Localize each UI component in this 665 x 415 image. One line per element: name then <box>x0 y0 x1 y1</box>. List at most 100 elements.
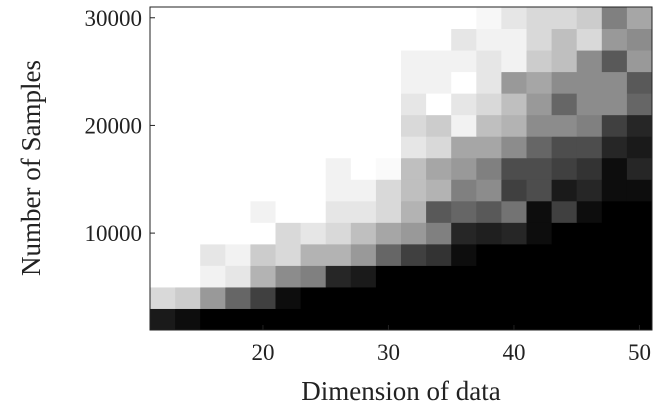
heatmap-cell <box>576 308 603 331</box>
heatmap-cell <box>350 114 377 137</box>
heatmap-cell <box>225 265 251 288</box>
heatmap-cell <box>426 136 452 159</box>
heatmap-cell <box>576 179 603 202</box>
heatmap-cell <box>426 243 452 266</box>
heatmap-cell <box>401 179 427 202</box>
heatmap-cell <box>200 286 226 309</box>
heatmap-cell <box>175 93 201 116</box>
heatmap-cell <box>526 114 553 137</box>
heatmap-cell <box>451 157 477 180</box>
heatmap-cell <box>350 28 377 51</box>
heatmap-cell <box>576 286 603 309</box>
heatmap-cell <box>476 28 502 51</box>
heatmap-cell <box>576 28 603 51</box>
heatmap-cell <box>426 28 452 51</box>
heatmap-cell <box>225 200 251 223</box>
heatmap-cell <box>225 243 251 266</box>
heatmap-cell <box>325 50 352 73</box>
heatmap-cell <box>275 222 302 245</box>
heatmap-cell <box>150 7 176 30</box>
heatmap-cell <box>501 71 527 94</box>
heatmap-cell <box>200 93 226 116</box>
heatmap-cell <box>350 222 377 245</box>
heatmap-cell <box>526 286 553 309</box>
heatmap-cell <box>551 157 578 180</box>
heatmap-cell <box>626 157 653 180</box>
heatmap-cell <box>451 71 477 94</box>
heatmap-cell <box>426 265 452 288</box>
heatmap-cell <box>501 265 527 288</box>
heatmap-cell <box>325 93 352 116</box>
heatmap-cell <box>350 243 377 266</box>
heatmap-cell <box>300 71 327 94</box>
heatmap-cell <box>200 179 226 202</box>
heatmap-cell <box>601 50 628 73</box>
heatmap-cell <box>476 200 502 223</box>
x-tick-label: 20 <box>251 340 274 365</box>
heatmap-cell <box>275 179 302 202</box>
heatmap-cell <box>375 136 402 159</box>
heatmap-cell <box>225 93 251 116</box>
heatmap-cell <box>375 93 402 116</box>
heatmap-cell <box>275 243 302 266</box>
heatmap-cell <box>375 222 402 245</box>
heatmap-cell <box>476 136 502 159</box>
heatmap-cell <box>375 50 402 73</box>
heatmap-cell <box>200 265 226 288</box>
heatmap-cell <box>451 222 477 245</box>
heatmap-cell <box>601 136 628 159</box>
heatmap-cell <box>551 286 578 309</box>
heatmap-cell <box>626 93 653 116</box>
heatmap-cell <box>375 200 402 223</box>
heatmap-cell <box>225 7 251 30</box>
heatmap-cell <box>576 93 603 116</box>
heatmap-cell <box>426 222 452 245</box>
heatmap-cell <box>551 179 578 202</box>
heatmap-cell <box>350 200 377 223</box>
heatmap-cell <box>275 71 302 94</box>
heatmap-cell <box>250 114 276 137</box>
heatmap-cell <box>551 200 578 223</box>
heatmap-cell <box>200 28 226 51</box>
heatmap-cell <box>225 308 251 331</box>
heatmap-cell <box>150 200 176 223</box>
heatmap-cell <box>626 179 653 202</box>
heatmap-cell <box>300 308 327 331</box>
heatmap-cell <box>325 157 352 180</box>
heatmap-cell <box>576 222 603 245</box>
heatmap <box>150 7 653 331</box>
heatmap-cell <box>300 243 327 266</box>
heatmap-cell <box>626 114 653 137</box>
heatmap-cell <box>250 308 276 331</box>
heatmap-cell <box>250 93 276 116</box>
heatmap-cell <box>325 114 352 137</box>
heatmap-cell <box>275 286 302 309</box>
heatmap-cell <box>150 222 176 245</box>
heatmap-cell <box>501 7 527 30</box>
heatmap-cell <box>476 71 502 94</box>
heatmap-cell <box>250 265 276 288</box>
heatmap-cell <box>175 7 201 30</box>
heatmap-cell <box>576 71 603 94</box>
heatmap-cell <box>375 71 402 94</box>
heatmap-cell <box>601 286 628 309</box>
heatmap-cell <box>601 308 628 331</box>
heatmap-cell <box>601 222 628 245</box>
heatmap-cell <box>551 265 578 288</box>
heatmap-cell <box>526 200 553 223</box>
heatmap-cell <box>300 157 327 180</box>
heatmap-cell <box>250 28 276 51</box>
heatmap-cell <box>225 114 251 137</box>
heatmap-cell <box>401 157 427 180</box>
heatmap-cell <box>325 222 352 245</box>
heatmap-cell <box>350 71 377 94</box>
x-tick-label: 30 <box>377 340 400 365</box>
heatmap-cell <box>250 286 276 309</box>
heatmap-cell <box>401 136 427 159</box>
heatmap-cell <box>551 243 578 266</box>
heatmap-cell <box>150 243 176 266</box>
heatmap-cell <box>601 28 628 51</box>
heatmap-cell <box>375 114 402 137</box>
heatmap-cell <box>200 7 226 30</box>
